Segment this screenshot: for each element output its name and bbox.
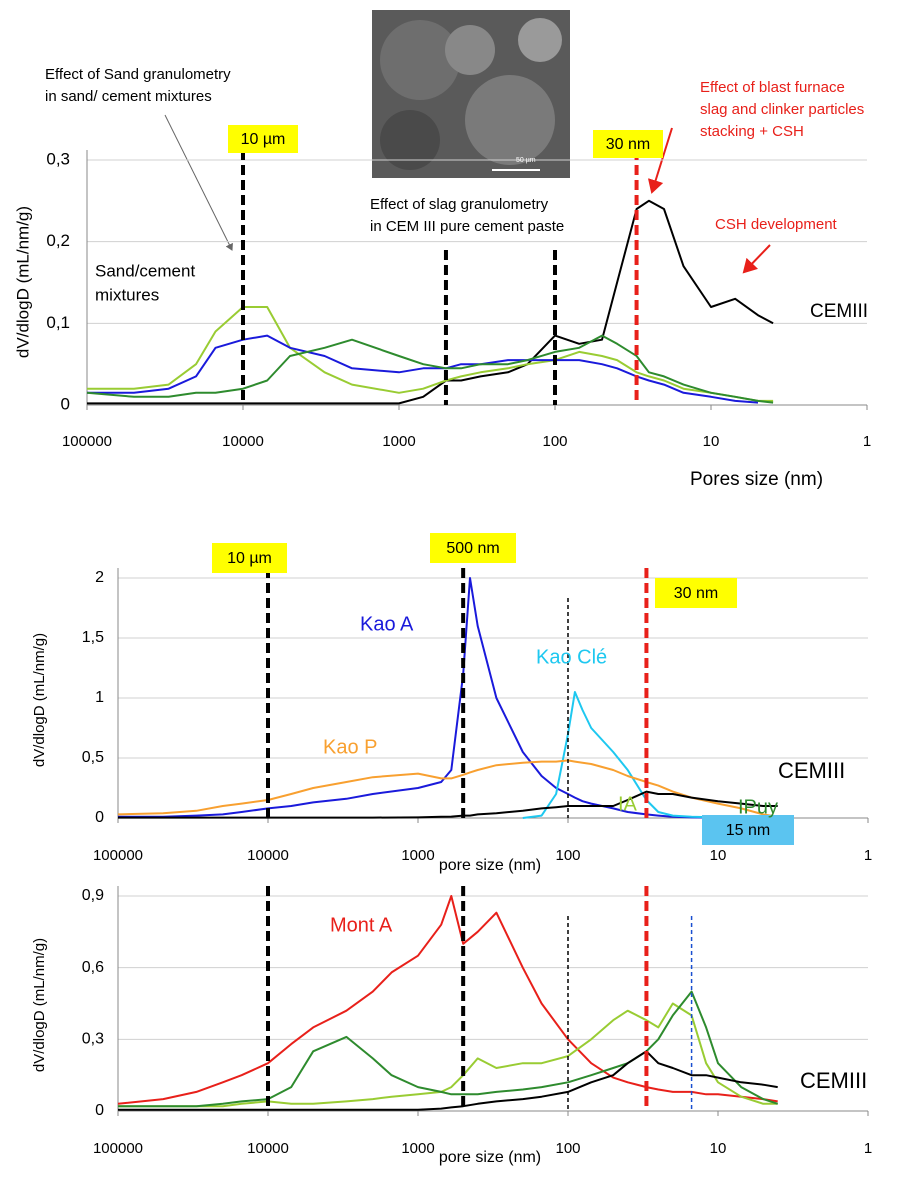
- chart: 0 0,1 0,2 0,3 100000 10000 1000 100 10 1 dV/dlogD …: [13, 66, 871, 490]
- x-tick-label: 100: [542, 433, 567, 450]
- data-line: [86, 334, 774, 404]
- data-line: [118, 1002, 778, 1108]
- series-label: CEMIII: [778, 758, 845, 783]
- series-label: IA: [618, 793, 638, 815]
- series-label: CEMIII: [800, 1068, 867, 1093]
- annotation: Effect of Sand granulometry: [45, 66, 231, 83]
- x-axis-label: Pores size (nm): [690, 469, 823, 490]
- y-tick-label: 1,5: [82, 629, 104, 646]
- x-tick-label: 1000: [382, 433, 415, 450]
- y-tick-label: 0,2: [46, 231, 70, 250]
- image-scale: 50 µm: [516, 157, 536, 164]
- data-line: [118, 1050, 778, 1111]
- y-tick-label: 0: [61, 394, 70, 413]
- annotation: Effect of slag granulometry: [370, 196, 549, 213]
- reference-label: 15 nm: [726, 822, 770, 839]
- data-line: [87, 334, 759, 404]
- reference-label: 10 µm: [227, 550, 272, 567]
- y-tick-label: 1: [95, 689, 104, 706]
- label-box: [212, 543, 287, 573]
- data-line: [87, 306, 774, 402]
- annotation: CSH development: [715, 216, 838, 233]
- x-tick-label: 1: [864, 847, 872, 864]
- label-box: [702, 815, 794, 845]
- x-tick-label: 10: [703, 433, 720, 450]
- annotation: in sand/ cement mixtures: [45, 88, 212, 105]
- data-line: [118, 990, 779, 1108]
- x-tick-label: 1000: [401, 1140, 434, 1157]
- label-box: [430, 533, 516, 563]
- x-tick-label: 10000: [247, 847, 289, 864]
- annotation: Effect of blast furnace: [700, 79, 845, 96]
- y-tick-label: 0: [95, 1102, 104, 1119]
- x-tick-label: 10000: [247, 1140, 289, 1157]
- data-line: [522, 691, 719, 819]
- sem-image: [372, 10, 570, 178]
- y-tick-label: 0,1: [46, 313, 70, 332]
- series-label: CEMIII: [810, 301, 868, 322]
- label-box: [593, 130, 663, 158]
- x-tick-label: 100000: [62, 433, 112, 450]
- arrow: [742, 244, 771, 274]
- annotation: mixtures: [95, 285, 159, 304]
- y-axis-label: dV/dlogD (mL/nm/g): [31, 938, 48, 1072]
- x-tick-label: 100000: [93, 847, 143, 864]
- y-tick-label: 0,9: [82, 887, 104, 904]
- x-tick-label: 100: [555, 1140, 580, 1157]
- reference-label: 500 nm: [446, 540, 499, 557]
- y-axis-label: dV/dlogD (mL/nm/g): [31, 633, 48, 767]
- data-line: [87, 199, 774, 405]
- series-label: Kao P: [323, 736, 377, 758]
- reference-label: 30 nm: [674, 585, 718, 602]
- annotation: slag and clinker particles: [700, 101, 864, 118]
- series-label: Mont A: [330, 914, 393, 936]
- y-tick-label: 0,3: [46, 149, 70, 168]
- y-tick-label: 0,5: [82, 749, 104, 766]
- data-line: [117, 895, 778, 1105]
- x-axis-label: pore size (nm): [439, 857, 541, 874]
- data-line: [118, 790, 778, 819]
- series-label: Kao Clé: [536, 646, 607, 668]
- x-tick-label: 1: [864, 1140, 872, 1157]
- reference-label: 10 µm: [241, 131, 286, 148]
- x-tick-label: 100: [555, 847, 580, 864]
- chart: 0 0,5 1 1,5 2 100000 10000 1000 100 10 1 dV/dlogD (…: [31, 533, 872, 874]
- series-label: Kao A: [360, 613, 414, 635]
- y-tick-label: 0,3: [82, 1031, 104, 1048]
- x-tick-label: 1: [863, 433, 871, 450]
- annotation: stacking + CSH: [700, 123, 804, 140]
- y-tick-label: 0,6: [82, 959, 104, 976]
- data-line: [117, 759, 778, 818]
- x-tick-label: 10000: [222, 433, 264, 450]
- label-box: [655, 578, 737, 608]
- label-box: [228, 125, 298, 153]
- x-tick-label: 100000: [93, 1140, 143, 1157]
- series-label: IPuy: [738, 796, 778, 818]
- x-tick-label: 10: [710, 1140, 727, 1157]
- y-tick-label: 0: [95, 809, 104, 826]
- x-tick-label: 1000: [401, 847, 434, 864]
- arrow: [164, 114, 233, 251]
- annotation: Sand/cement: [95, 261, 195, 280]
- x-axis-label: pore size (nm): [439, 1149, 541, 1166]
- reference-label: 30 nm: [606, 136, 650, 153]
- y-axis-label: dV/dlogD (mL/nm/g): [13, 206, 32, 358]
- annotation: in CEM III pure cement paste: [370, 218, 564, 235]
- y-tick-label: 2: [95, 569, 104, 586]
- x-tick-label: 10: [710, 847, 727, 864]
